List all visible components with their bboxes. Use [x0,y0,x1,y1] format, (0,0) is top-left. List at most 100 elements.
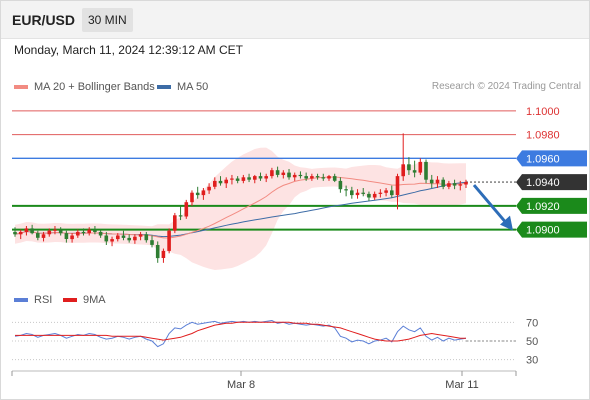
candle-body [361,192,365,194]
candle-body [161,250,166,258]
candle-body [213,180,217,187]
rsi-ma-label: 9MA [83,294,106,306]
candle-body [127,237,131,241]
candle-body [36,233,40,238]
candle-body [401,164,405,177]
level-label-1.0940: 1.0940 [526,177,560,189]
header-bar: EUR/USD 30 MIN [1,1,589,39]
level-badge-support [516,221,587,238]
candle-body [384,190,388,193]
candle-body [298,174,303,177]
candle-body [30,228,34,234]
candle-body [452,183,457,186]
candle-body [429,179,434,184]
candle-body [367,193,371,198]
candle-body [18,231,23,235]
rsi-ma-swatch [63,298,77,302]
candle-body [121,235,126,238]
candle-body [390,190,394,196]
candle-body [372,193,377,198]
candle-body [395,176,400,196]
x-axis-label: Mar 8 [227,379,255,391]
candle-body [184,202,189,217]
candle-body [241,177,246,181]
candle-body [87,229,91,234]
level-label-1.0920: 1.0920 [526,201,560,213]
level-label-1.1000: 1.1000 [526,106,560,118]
candle-body [412,170,417,173]
candle-body [76,231,80,236]
candle-body [264,176,268,179]
candle-body [292,174,297,178]
legend-ma50: MA 50 [157,81,208,93]
candle-body [224,179,228,184]
symbol-title: EUR/USD [12,12,76,28]
rsi-tick-label: 30 [526,355,538,367]
candle-body [447,183,451,187]
legend-rsi-ma: 9MA [63,294,106,306]
ma20-swatch [14,85,28,89]
candle-body [58,229,63,234]
candle-body [304,176,308,179]
candle-body [218,180,223,184]
bollinger-band [15,147,466,270]
candle-body [47,230,52,235]
candle-body [195,192,200,196]
candle-body [253,176,257,180]
candle-body [64,233,69,239]
candle-body [53,229,57,231]
candles-group [13,133,468,263]
level-badge-last [516,174,587,191]
candle-body [344,189,348,191]
candle-body [190,192,194,203]
candle-body [155,245,160,259]
candle-body [41,234,46,238]
candle-body [355,192,360,196]
candle-body [441,179,445,187]
rsi-swatch [14,298,28,302]
candle-body [275,170,280,175]
candle-body [138,234,143,237]
candle-body [178,215,183,217]
candle-body [407,164,411,171]
candle-body [258,176,263,179]
candle-body [458,184,463,186]
candle-body [70,235,74,240]
candle-body [104,235,109,242]
legend-ma20: MA 20 + Bollinger Bands [14,81,155,93]
forecast-arrow-head [500,215,513,231]
candle-body [235,178,240,181]
rsi-label: RSI [34,294,53,306]
candle-body [321,177,326,179]
candle-body [13,231,17,235]
ma20-label: MA 20 + Bollinger Bands [34,81,155,93]
legend-rsi: RSI [14,294,52,306]
candle-body [230,178,234,180]
candle-body [144,234,149,241]
candle-body [110,239,114,242]
candle-body [116,235,120,240]
candle-body [424,161,428,180]
ma50-label: MA 50 [177,81,209,93]
candle-body [167,230,171,251]
candle-body [207,186,211,191]
candle-body [281,172,286,175]
candle-body [24,228,29,232]
timestamp: Monday, March 11, 2024 12:39:12 AM CET [14,43,244,57]
ma50-swatch [157,85,171,89]
candle-body [133,236,137,241]
candle-body [173,215,177,231]
rsi-line [14,319,467,348]
rsi-tick-label: 50 [526,336,538,348]
candle-body [435,179,440,184]
candle-body [327,176,331,179]
candle-body [150,240,154,245]
copyright-text: Research © 2024 Trading Central [431,81,581,92]
candle-body [378,192,383,194]
interval-button[interactable]: 30 MIN [82,8,133,32]
x-axis-label: Mar 11 [445,379,478,391]
candle-body [464,182,468,185]
candle-body [247,177,251,180]
candle-body [350,190,354,196]
candle-body [338,180,343,190]
